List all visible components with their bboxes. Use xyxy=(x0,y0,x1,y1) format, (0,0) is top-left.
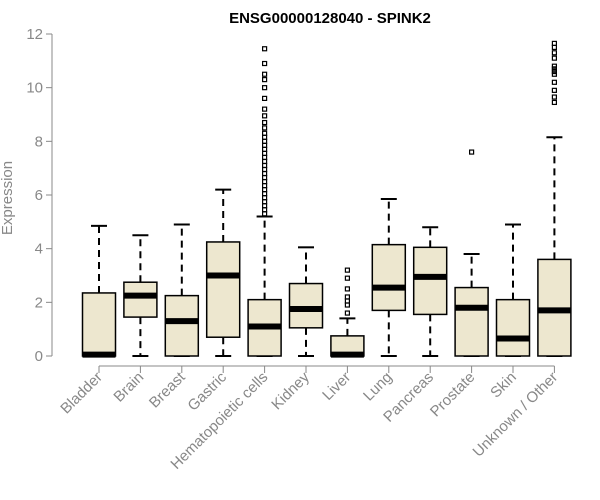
outlier-point xyxy=(262,191,268,197)
outlier-point xyxy=(262,85,268,91)
x-tick-label: Lung xyxy=(360,369,396,405)
outlier-point xyxy=(344,294,350,300)
outlier-point xyxy=(551,79,558,85)
box-iqr xyxy=(81,292,117,357)
y-tick-label: 8 xyxy=(35,133,43,150)
outlier-point xyxy=(262,211,268,217)
box-group xyxy=(123,234,158,357)
outlier-point xyxy=(469,149,475,155)
outlier-point xyxy=(551,94,558,100)
y-tick-label: 0 xyxy=(35,348,43,365)
box-iqr xyxy=(454,286,489,357)
outlier-point xyxy=(262,95,268,102)
chart-title: ENSG00000128040 - SPINK2 xyxy=(229,10,431,27)
y-tick-label: 2 xyxy=(35,294,43,311)
outlier-point xyxy=(262,77,268,83)
outlier-point xyxy=(262,174,268,181)
y-tick-label: 4 xyxy=(35,241,43,258)
outlier-point xyxy=(344,298,350,304)
box-group xyxy=(81,224,117,358)
outlier-point xyxy=(262,125,268,131)
box-group xyxy=(537,40,572,357)
outlier-point xyxy=(262,142,268,148)
outlier-point xyxy=(551,50,558,56)
outlier-point xyxy=(551,71,558,77)
x-tick-label: Liver xyxy=(319,369,354,404)
outlier-point xyxy=(262,183,268,189)
x-tick-label: Brain xyxy=(110,369,147,406)
outlier-point xyxy=(262,166,268,173)
outlier-point xyxy=(262,170,268,177)
outlier-point xyxy=(551,87,558,93)
box-group xyxy=(288,246,324,357)
box-iqr xyxy=(288,282,324,329)
outlier-point xyxy=(262,203,268,209)
outlier-point xyxy=(262,71,268,77)
outlier-point xyxy=(551,63,558,69)
outlier-point xyxy=(262,106,268,112)
outlier-point xyxy=(551,66,558,72)
box-iqr xyxy=(371,243,407,312)
outlier-point xyxy=(551,55,558,61)
outlier-point xyxy=(262,138,268,144)
x-tick-label: Kidney xyxy=(268,368,313,413)
x-tick-label: Breast xyxy=(146,368,189,411)
outlier-point xyxy=(344,302,350,308)
box-iqr xyxy=(495,298,531,357)
box-iqr xyxy=(205,241,241,338)
box-group xyxy=(205,188,241,357)
y-tick-label: 6 xyxy=(35,187,43,204)
x-tick-label: Prostate xyxy=(427,369,479,421)
outlier-point xyxy=(262,119,268,126)
box-iqr xyxy=(164,294,200,357)
box-group xyxy=(454,149,489,357)
box-group xyxy=(164,223,200,357)
outlier-point xyxy=(262,130,268,136)
x-tick-label: Bladder xyxy=(57,369,106,418)
outlier-point xyxy=(262,134,268,140)
box-group xyxy=(330,267,365,358)
outlier-point xyxy=(344,275,350,281)
outlier-point xyxy=(262,154,268,161)
y-tick-label: 10 xyxy=(26,80,43,97)
outlier-point xyxy=(262,162,268,169)
outlier-point xyxy=(344,310,350,316)
box-group xyxy=(371,198,407,357)
outlier-point xyxy=(262,146,268,152)
outlier-point xyxy=(262,178,268,185)
box-iqr xyxy=(412,246,448,316)
outlier-point xyxy=(262,150,268,157)
outlier-point xyxy=(262,187,268,193)
outlier-point xyxy=(551,99,558,106)
plot-area xyxy=(81,40,572,358)
outlier-point xyxy=(262,207,268,213)
outlier-point xyxy=(262,46,268,52)
outlier-point xyxy=(262,113,268,119)
box-group xyxy=(412,226,448,357)
outlier-point xyxy=(551,44,558,51)
outlier-point xyxy=(551,68,558,75)
outlier-point xyxy=(551,40,558,46)
outlier-point xyxy=(262,195,268,201)
y-axis-label: Expression xyxy=(0,161,16,235)
outlier-point xyxy=(262,60,268,67)
outlier-point xyxy=(344,286,350,292)
box-iqr xyxy=(123,281,158,318)
x-tick-label: Skin xyxy=(487,369,520,402)
box-group xyxy=(495,223,531,357)
y-tick-label: 12 xyxy=(26,26,43,43)
box-group xyxy=(247,46,282,357)
outlier-point xyxy=(262,199,268,205)
outlier-point xyxy=(262,158,268,165)
outlier-point xyxy=(344,267,350,273)
